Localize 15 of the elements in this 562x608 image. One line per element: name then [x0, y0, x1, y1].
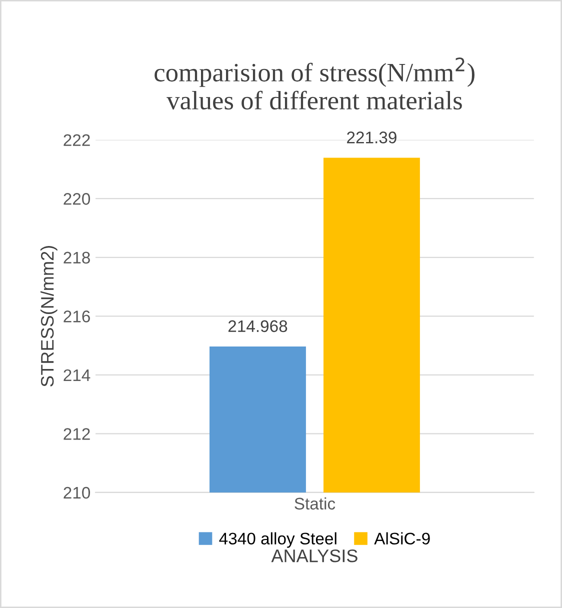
x-axis-title: ANALYSIS — [271, 549, 358, 562]
x-tick-label: Static — [294, 497, 336, 510]
data-label: 221.39 — [347, 132, 396, 144]
y-axis-title: STRESS(N/mm2) — [40, 246, 58, 387]
y-tick-label: 222 — [64, 134, 90, 146]
chart-title: comparision of stress(N/mm$^{2}$) values of different materials — [154, 57, 474, 110]
y-tick-label: 220 — [64, 193, 90, 205]
y-tick-label: 210 — [64, 486, 90, 499]
legend-label: 4340 alloy Steel — [219, 532, 336, 548]
y-tick-label: 216 — [64, 310, 90, 322]
legend-label: AlSiC-9 — [374, 532, 430, 544]
data-label: 214.968 — [228, 320, 288, 332]
y-tick-label: 214 — [64, 369, 90, 381]
y-tick-label: 218 — [64, 252, 90, 264]
y-tick-label: 212 — [64, 428, 90, 440]
